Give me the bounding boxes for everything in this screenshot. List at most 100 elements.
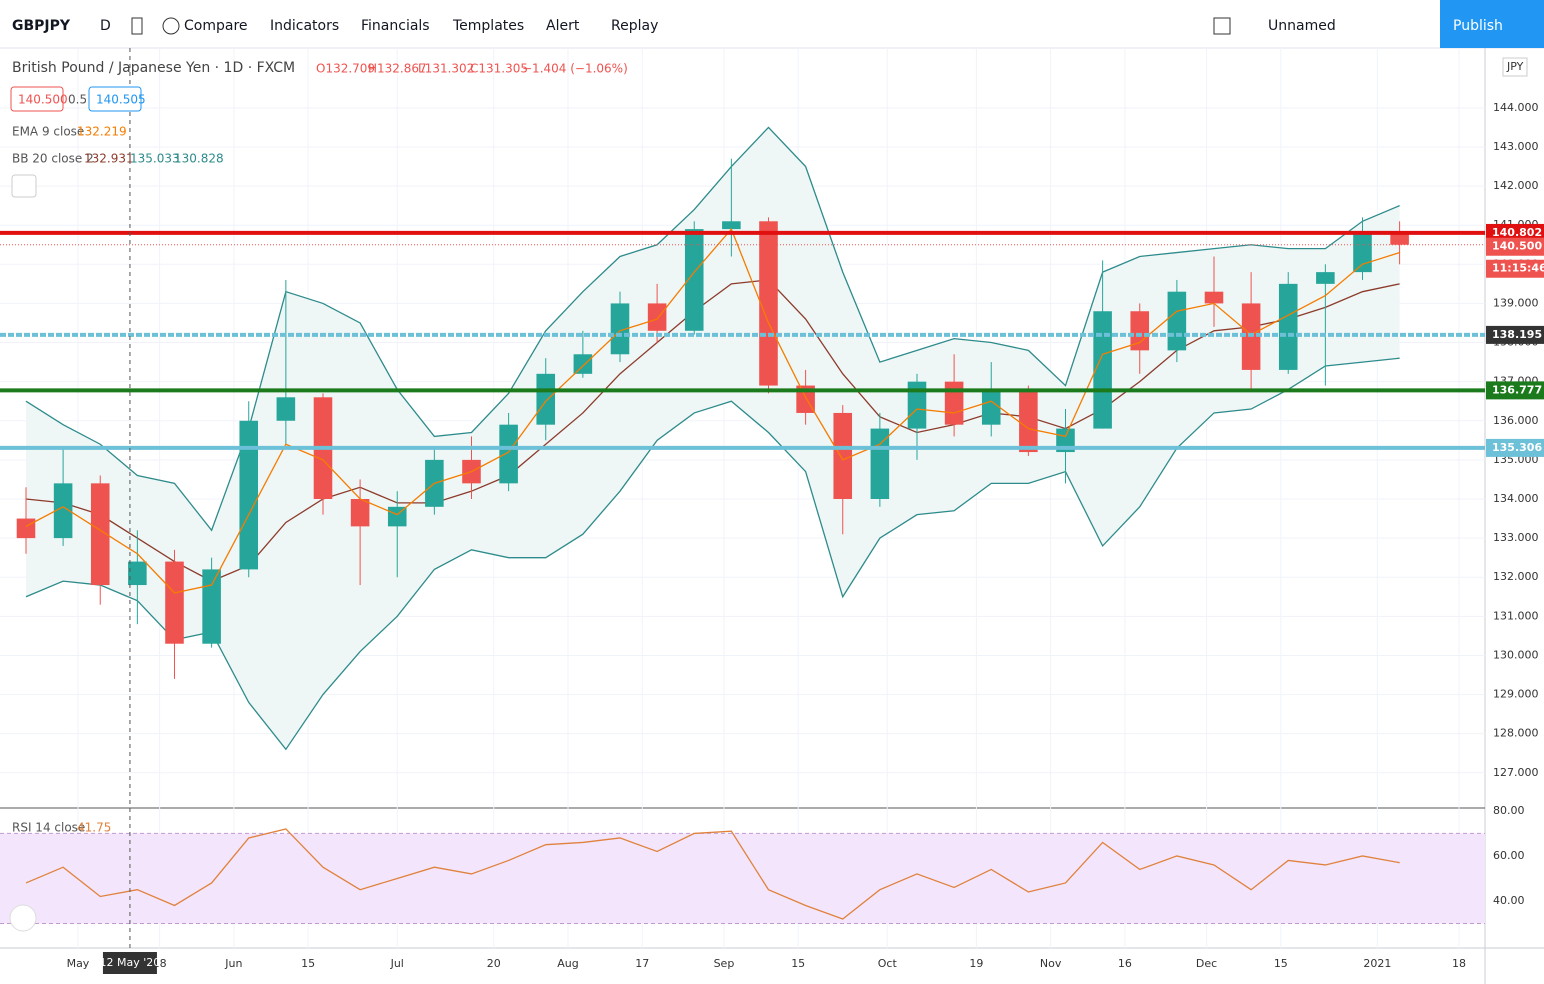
candle-body [870, 428, 890, 499]
y-tick-label: 131.000 [1493, 609, 1539, 622]
candle-body [499, 424, 518, 484]
x-tick-label: 20 [487, 957, 501, 970]
x-tick-label: Sep [714, 957, 735, 970]
candle-body [907, 381, 927, 429]
hline-label: 140.802 [1492, 226, 1542, 239]
ohlc: C131.305 [470, 62, 528, 76]
candle-body [610, 303, 630, 355]
last-price-label: 140.500 [1492, 240, 1542, 253]
x-tick-label: Dec [1196, 957, 1217, 970]
hline-label-bg [1486, 325, 1544, 344]
last-price-label-bg [1486, 237, 1544, 256]
currency: JPY [1506, 60, 1524, 73]
rsi-tick-label: 60.00 [1493, 849, 1525, 862]
candle-body [1019, 389, 1038, 453]
x-tick-label: Jul [390, 957, 404, 970]
compare-icon[interactable] [162, 17, 180, 35]
candle-body [53, 483, 73, 539]
candle-body [165, 561, 184, 644]
overlay: British Pound / Japanese Yen · 1D · FXCM… [9, 57, 1544, 974]
x-tick-label: Oct [878, 957, 898, 970]
candle-body [833, 412, 853, 499]
rsi-label: RSI 14 close [12, 821, 85, 835]
candle-body [647, 303, 667, 331]
candle-body [387, 506, 407, 527]
x-tick-label: 15 [1274, 957, 1288, 970]
logo[interactable] [9, 904, 37, 932]
candle-body [1093, 311, 1112, 429]
toolbar-button[interactable]: Indicators [270, 18, 339, 34]
y-tick-label: 128.000 [1493, 727, 1539, 740]
y-tick-label: 139.000 [1493, 296, 1539, 309]
bb-fill [25, 127, 1400, 750]
x-tick-label: 15 [791, 957, 805, 970]
candle-body [128, 561, 147, 586]
bb-label: BB 20 close 2 [12, 152, 94, 166]
toolbar-button[interactable]: Alert [546, 18, 580, 34]
toolbar [0, 0, 1544, 48]
collapse-button[interactable] [11, 174, 37, 198]
hline-label: 138.195 [1492, 328, 1542, 341]
candle-body [16, 518, 36, 539]
buy-price[interactable]: 140.505 [96, 93, 146, 107]
publish-label[interactable]: Publish [1453, 18, 1503, 34]
y-tick-label: 136.000 [1493, 414, 1539, 427]
x-tick-label: 17 [635, 957, 649, 970]
symbol[interactable]: GBPJPY [12, 18, 71, 34]
x-tick-label: 16 [1118, 957, 1132, 970]
hline-label: 136.777 [1492, 383, 1542, 396]
y-tick-label: 142.000 [1493, 179, 1539, 192]
interval[interactable]: D [100, 18, 111, 34]
x-tick-label: 18 [1452, 957, 1466, 970]
rsi-value: 41.75 [77, 821, 111, 835]
candle-body [684, 229, 704, 331]
bb-lower [25, 357, 1400, 751]
y-tick-label: 143.000 [1493, 140, 1539, 153]
x-tick-label: 19 [969, 957, 983, 970]
crosshair-label-bg [102, 952, 157, 974]
candle-body [944, 381, 964, 425]
toolbar-button[interactable]: Compare [184, 18, 248, 34]
bb-value: 135.033 [130, 152, 180, 166]
x-tick-label: 2021 [1363, 957, 1391, 970]
hline-label-bg [1486, 381, 1544, 400]
candle-body [276, 397, 296, 421]
sell-price[interactable]: 140.500 [18, 93, 68, 107]
y-tick-label: 144.000 [1493, 101, 1539, 114]
candle-body [350, 498, 370, 527]
candle-body [1167, 291, 1187, 351]
y-tick-label: 127.000 [1493, 766, 1539, 779]
candle-body [573, 354, 593, 374]
x-tick-label: 15 [301, 957, 315, 970]
x-tick-label: Aug [557, 957, 578, 970]
hline-label-bg [1486, 438, 1544, 457]
toolbar-button[interactable]: Replay [611, 18, 658, 34]
rsi-band [0, 833, 1485, 924]
x-tick-label: Jun [224, 957, 242, 970]
chart-type-icon[interactable] [131, 17, 143, 35]
candle-body [239, 420, 259, 570]
layout-name[interactable]: Unnamed [1268, 18, 1336, 34]
buy-box[interactable] [88, 86, 142, 112]
y-tick-label: 134.000 [1493, 492, 1539, 505]
rsi-line [25, 828, 1400, 920]
rsi-tick-label: 80.00 [1493, 804, 1525, 817]
ohlc: L131.302 [418, 62, 474, 76]
publish-button[interactable] [1440, 0, 1544, 48]
candle-body [202, 569, 221, 644]
crosshair-label: 12 May '20 [100, 956, 161, 969]
currency-box[interactable] [1502, 57, 1528, 77]
countdown-bg [1486, 259, 1544, 278]
toolbar-button[interactable]: Financials [361, 18, 430, 34]
toolbar-button[interactable]: Templates [452, 18, 524, 34]
candle-body [1278, 283, 1298, 370]
candle-body [90, 483, 110, 586]
sell-box[interactable] [10, 86, 64, 112]
candle-body [536, 373, 556, 425]
spread: 0.5 [68, 93, 87, 107]
x-tick-label: Nov [1040, 957, 1062, 970]
checkbox[interactable] [1213, 17, 1231, 35]
candle-body [1316, 272, 1335, 284]
